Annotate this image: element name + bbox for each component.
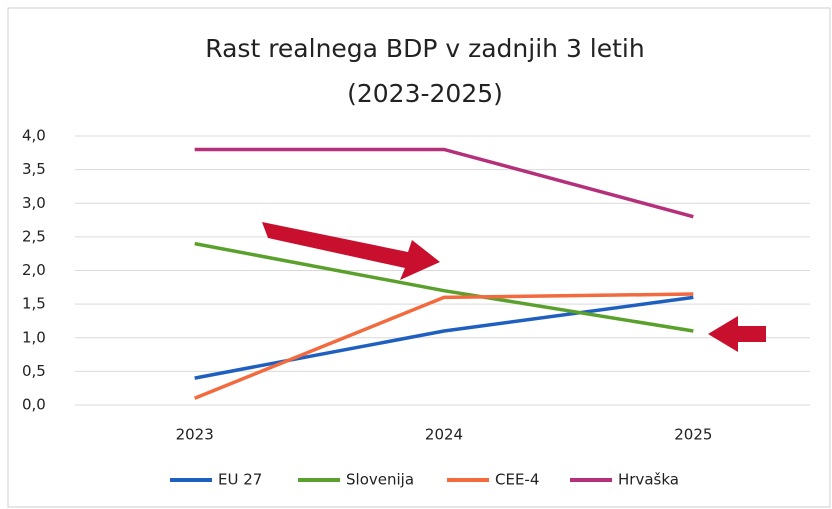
y-tick-label: 4,0	[22, 127, 46, 145]
x-tick-label: 2023	[176, 426, 214, 444]
series-line	[194, 295, 694, 380]
y-tick-label: 2,5	[22, 227, 46, 245]
y-tick-label: 1,0	[22, 328, 46, 346]
series-line	[194, 241, 694, 333]
plot-area: 0,0 0,5 1,0 1,5 2,0 2,5 3,0 3,5 4,0 2023 2024 2025 E…	[22, 127, 810, 489]
y-tick-label: 3,0	[22, 194, 46, 212]
y-tick-label: 0,5	[22, 362, 46, 380]
chart-border	[7, 7, 831, 508]
y-tick-label: 1,5	[22, 295, 46, 313]
x-tick-label: 2025	[674, 426, 712, 444]
legend-label: EU 27	[218, 471, 262, 489]
chart-title: Rast realnega BDP v zadnjih 3 letih	[205, 34, 644, 63]
x-tick-label: 2024	[425, 426, 463, 444]
legend-label: CEE-4	[495, 471, 539, 489]
arrow	[262, 222, 440, 280]
arrow	[708, 316, 766, 352]
legend-label: Slovenija	[346, 471, 414, 489]
y-tick-label: 0,0	[22, 396, 46, 414]
series-line	[194, 147, 694, 219]
y-tick-label: 2,0	[22, 261, 46, 279]
y-tick-label: 3,5	[22, 160, 46, 178]
chart-subtitle: (2023-2025)	[347, 79, 503, 108]
legend-label: Hrvaška	[618, 471, 679, 489]
series-line	[194, 292, 694, 400]
